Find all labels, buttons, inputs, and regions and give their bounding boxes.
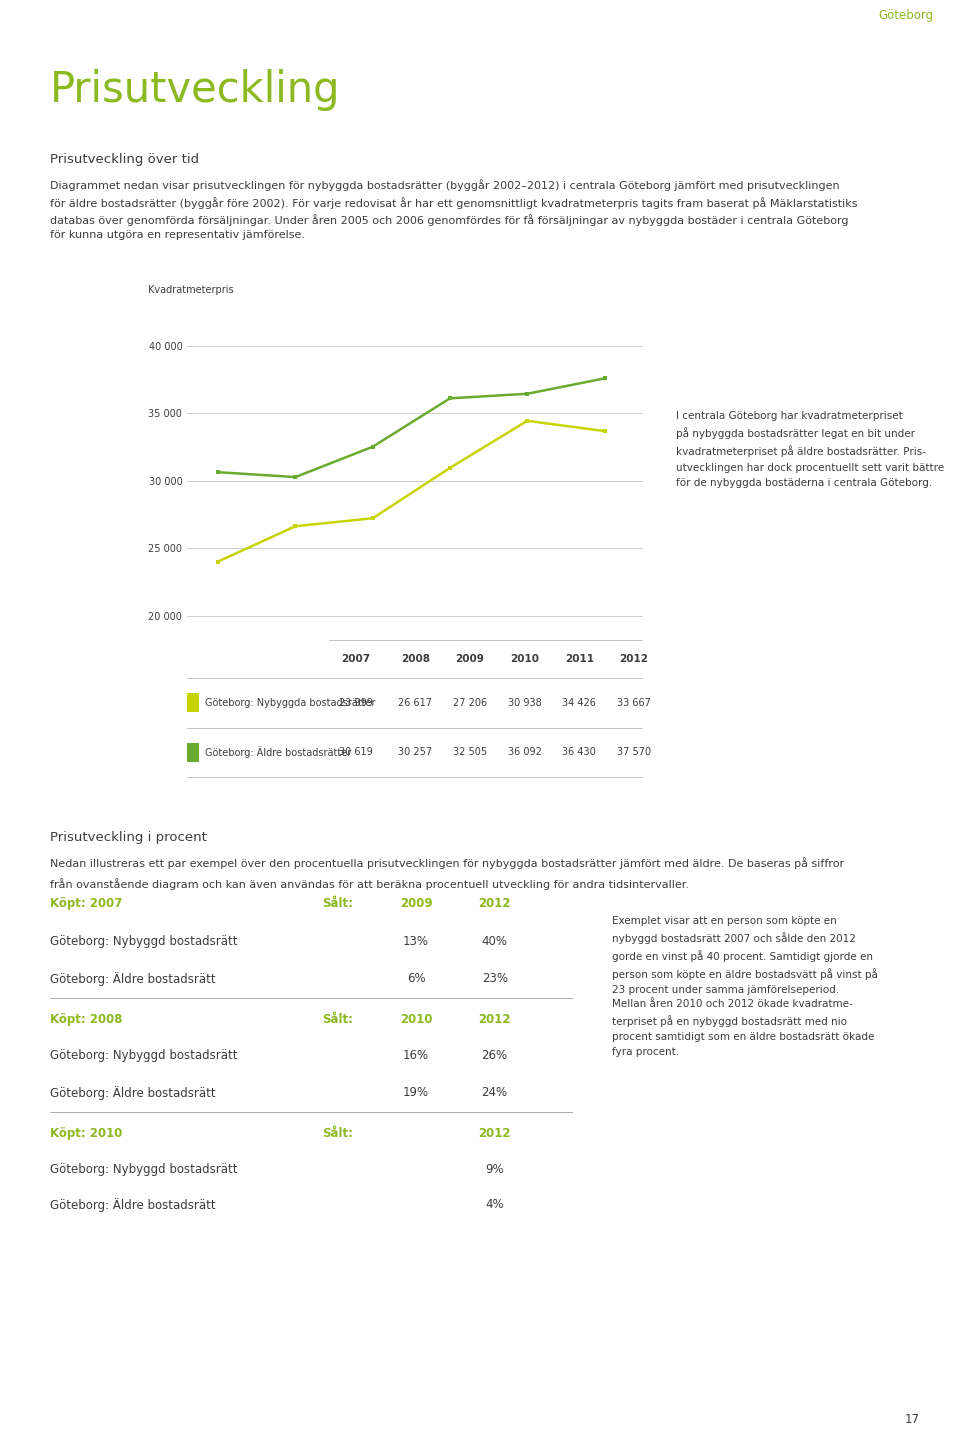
Text: 2010: 2010 bbox=[510, 654, 540, 664]
Text: 32 505: 32 505 bbox=[453, 748, 487, 758]
Text: Göteborg: Äldre bostadsrätt: Göteborg: Äldre bostadsrätt bbox=[50, 972, 216, 986]
Text: 33 667: 33 667 bbox=[617, 697, 651, 707]
Text: Diagrammet nedan visar prisutvecklingen för nybyggda bostadsrätter (byggår 2002–: Diagrammet nedan visar prisutvecklingen … bbox=[50, 179, 857, 240]
Text: 4%: 4% bbox=[486, 1199, 504, 1212]
Text: 26 617: 26 617 bbox=[398, 697, 432, 707]
Text: 16%: 16% bbox=[403, 1048, 429, 1061]
Text: 19%: 19% bbox=[403, 1086, 429, 1099]
Text: Sålt:: Sålt: bbox=[322, 1126, 353, 1139]
Text: 2012: 2012 bbox=[619, 654, 649, 664]
Text: Göteborg: Nybyggd bostadsrätt: Göteborg: Nybyggd bostadsrätt bbox=[50, 1048, 237, 1061]
Text: 2010: 2010 bbox=[400, 1014, 432, 1025]
Text: 6%: 6% bbox=[407, 972, 425, 985]
Text: 30 938: 30 938 bbox=[508, 697, 541, 707]
Text: Sålt:: Sålt: bbox=[322, 1014, 353, 1025]
Text: 2009: 2009 bbox=[455, 654, 485, 664]
Bar bbox=[187, 743, 199, 762]
Text: 24%: 24% bbox=[482, 1086, 508, 1099]
Text: 27 206: 27 206 bbox=[453, 697, 487, 707]
Text: 2012: 2012 bbox=[478, 1014, 511, 1025]
Text: 2009: 2009 bbox=[400, 898, 432, 911]
Text: Göteborg: Äldre bostadsrätter: Göteborg: Äldre bostadsrätter bbox=[205, 746, 351, 759]
Text: Köpt: 2008: Köpt: 2008 bbox=[50, 1014, 123, 1025]
Text: Nedan illustreras ett par exempel över den procentuella prisutvecklingen för nyb: Nedan illustreras ett par exempel över d… bbox=[50, 857, 844, 869]
Text: 34 426: 34 426 bbox=[563, 697, 596, 707]
Text: Göteborg: Äldre bostadsrätt: Göteborg: Äldre bostadsrätt bbox=[50, 1086, 216, 1099]
Text: 26%: 26% bbox=[482, 1048, 508, 1061]
Text: 36 430: 36 430 bbox=[563, 748, 596, 758]
Text: 37 570: 37 570 bbox=[617, 748, 651, 758]
Text: Prisutveckling: Prisutveckling bbox=[50, 69, 341, 111]
Text: Prisutveckling i procent: Prisutveckling i procent bbox=[50, 831, 206, 844]
Text: I centrala Göteborg har kvadratmeterpriset
på nybyggda bostadsrätter legat en bi: I centrala Göteborg har kvadratmeterpris… bbox=[676, 411, 945, 487]
Text: Kvadratmeterpris: Kvadratmeterpris bbox=[149, 285, 234, 295]
Text: 13%: 13% bbox=[403, 936, 429, 947]
Text: Göteborg: Äldre bostadsrätt: Göteborg: Äldre bostadsrätt bbox=[50, 1197, 216, 1212]
Text: 40%: 40% bbox=[482, 936, 508, 947]
Text: 17: 17 bbox=[904, 1414, 920, 1426]
Text: 2011: 2011 bbox=[564, 654, 594, 664]
Text: Exemplet visar att en person som köpte en
nybyggd bostadsrätt 2007 och sålde den: Exemplet visar att en person som köpte e… bbox=[612, 917, 877, 1057]
Text: 36 092: 36 092 bbox=[508, 748, 541, 758]
Text: 2008: 2008 bbox=[400, 654, 430, 664]
Text: 2012: 2012 bbox=[478, 898, 511, 911]
Text: 23%: 23% bbox=[482, 972, 508, 985]
Text: 30 619: 30 619 bbox=[339, 748, 372, 758]
Text: Göteborg: Nybyggda bostadsrätter: Göteborg: Nybyggda bostadsrätter bbox=[205, 697, 376, 707]
Text: Göteborg: Nybyggd bostadsrätt: Göteborg: Nybyggd bostadsrätt bbox=[50, 1163, 237, 1176]
Text: 9%: 9% bbox=[486, 1163, 504, 1176]
Bar bbox=[187, 693, 199, 711]
Text: Köpt: 2010: Köpt: 2010 bbox=[50, 1126, 122, 1139]
Text: 2012: 2012 bbox=[478, 1126, 511, 1139]
Text: 30 257: 30 257 bbox=[398, 748, 432, 758]
Text: Köpt: 2007: Köpt: 2007 bbox=[50, 898, 122, 911]
Text: Prisutveckling över tid: Prisutveckling över tid bbox=[50, 153, 199, 166]
Text: 2007: 2007 bbox=[342, 654, 371, 664]
Text: från ovanstående diagram och kan även användas för att beräkna procentuell utvec: från ovanstående diagram och kan även an… bbox=[50, 878, 689, 889]
Text: 23 999: 23 999 bbox=[339, 697, 372, 707]
Text: Sålt:: Sålt: bbox=[322, 898, 353, 911]
Text: Göteborg: Göteborg bbox=[878, 9, 933, 22]
Text: Göteborg: Nybyggd bostadsrätt: Göteborg: Nybyggd bostadsrätt bbox=[50, 936, 237, 947]
